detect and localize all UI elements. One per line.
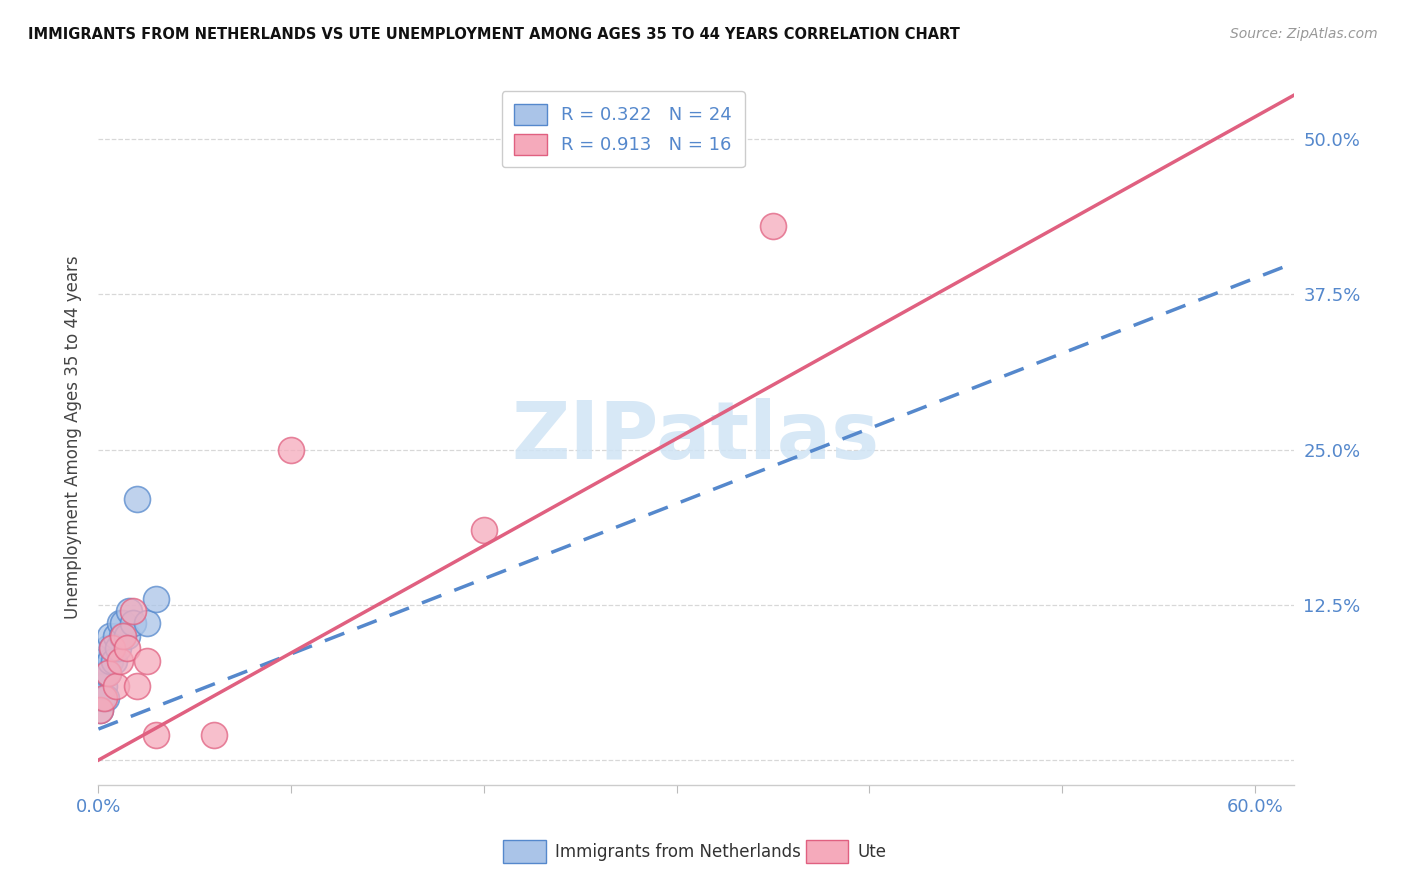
Point [472,523,495,537]
Point [104,679,127,693]
Point [108,654,131,668]
Point [101,641,124,656]
Point [93,654,115,668]
Point [107,641,129,656]
Point [117,641,139,656]
Point [93,679,115,693]
Point [122,616,145,631]
Point [89,703,111,717]
Point [103,654,125,668]
Point [762,219,785,233]
Text: Source: ZipAtlas.com: Source: ZipAtlas.com [1230,27,1378,41]
Point [122,604,145,618]
Text: ZIPatlas: ZIPatlas [512,398,880,476]
Point [89,703,111,717]
Text: Immigrants from Netherlands: Immigrants from Netherlands [555,843,801,861]
Point [97,641,120,656]
Point [104,629,127,643]
Point [117,629,139,643]
Point [110,629,132,643]
Point [118,604,141,618]
Point [93,690,115,705]
Point [135,654,157,668]
Point [94,666,117,681]
Y-axis label: Unemployment Among Ages 35 to 44 years: Unemployment Among Ages 35 to 44 years [65,255,83,619]
Point [98,629,121,643]
Point [94,690,117,705]
Point [145,728,167,742]
Point [108,616,131,631]
Point [97,666,120,681]
Text: IMMIGRANTS FROM NETHERLANDS VS UTE UNEMPLOYMENT AMONG AGES 35 TO 44 YEARS CORREL: IMMIGRANTS FROM NETHERLANDS VS UTE UNEMP… [28,27,960,42]
Point [91,690,114,705]
Point [98,654,121,668]
Point [145,591,167,606]
Point [101,641,124,656]
Point [112,616,135,631]
Text: Ute: Ute [858,843,887,861]
Point [280,442,302,457]
Point [112,629,135,643]
Point [125,492,148,507]
Point [97,666,120,681]
Point [202,728,225,742]
Point [91,666,114,681]
Legend: R = 0.322   N = 24, R = 0.913   N = 16: R = 0.322 N = 24, R = 0.913 N = 16 [502,91,745,168]
Point [125,679,148,693]
Point [135,616,157,631]
